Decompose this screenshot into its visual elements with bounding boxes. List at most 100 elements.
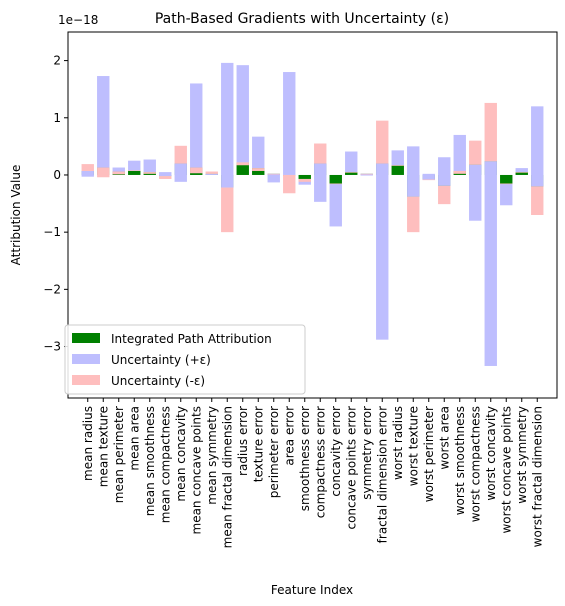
uncertainty-minus-bar [174, 145, 187, 164]
x-tick-label: fractal dimension error [375, 406, 389, 543]
x-tick-label: mean area [127, 406, 141, 471]
uncertainty-plus-bar [112, 167, 125, 172]
plot-frame [67, 31, 558, 399]
y-tick-label: −3 [43, 340, 61, 354]
x-tick-label: mean smoothness [143, 406, 157, 516]
uncertainty-plus-bar [422, 173, 435, 180]
y-tick-label: 0 [53, 168, 61, 182]
uncertainty-plus-bar [531, 106, 544, 187]
attribution-bar [500, 174, 513, 184]
x-tick-label: worst compactness [468, 406, 482, 522]
uncertainty-minus-bar [391, 165, 404, 166]
attribution-bar [515, 172, 528, 175]
x-tick-label: worst fractal dimension [530, 406, 544, 547]
y-axis: −3 −2 −1 0 1 2 [43, 54, 68, 354]
uncertainty-plus-bar [500, 183, 513, 206]
legend-swatch-uncertainty-minus [72, 375, 100, 385]
x-tick-label: worst area [437, 406, 451, 470]
uncertainty-plus-bar [81, 170, 94, 177]
x-tick-label: smoothness error [298, 406, 312, 511]
attribution-bar [329, 174, 342, 184]
y-scale-label: 1e−18 [58, 13, 98, 27]
legend-swatch-attribution [72, 333, 100, 343]
x-tick-label: worst smoothness [453, 406, 467, 515]
x-tick-label: concave points error [344, 406, 358, 530]
uncertainty-minus-bar [314, 143, 327, 164]
x-tick-label: concavity error [329, 406, 343, 497]
x-tick-label: mean compactness [158, 406, 172, 523]
uncertainty-minus-bar [376, 120, 389, 164]
uncertainty-plus-bar [205, 173, 218, 175]
uncertainty-minus-bar [252, 168, 265, 171]
uncertainty-plus-bar [174, 163, 187, 182]
uncertainty-plus-bar [469, 164, 482, 221]
x-tick-label: mean radius [81, 406, 95, 481]
attribution-bar [252, 168, 265, 175]
y-tick-label: 2 [53, 54, 61, 68]
uncertainty-minus-bar [236, 162, 249, 166]
uncertainty-minus-bar [97, 167, 110, 178]
uncertainty-plus-bar [190, 83, 203, 168]
uncertainty-plus-bar [345, 151, 358, 173]
x-tick-label: radius error [236, 406, 250, 476]
uncertainty-minus-bar [407, 196, 420, 233]
uncertainty-minus-bar [515, 172, 528, 173]
uncertainty-plus-bar [283, 72, 296, 175]
attribution-bar [391, 165, 404, 175]
uncertainty-plus-bar [484, 161, 497, 366]
legend: Integrated Path Attribution Uncertainty … [64, 324, 306, 395]
x-tick-label: mean concavity [174, 406, 188, 502]
uncertainty-minus-bar [484, 102, 497, 162]
x-tick-label: texture error [251, 406, 265, 482]
uncertainty-plus-bar [221, 62, 234, 188]
uncertainty-plus-bar [360, 173, 373, 176]
uncertainty-minus-bar [422, 179, 435, 181]
uncertainty-minus-bar [453, 170, 466, 174]
x-tick-label: mean concave points [189, 406, 203, 535]
uncertainty-minus-bar [438, 185, 451, 205]
uncertainty-minus-bar [190, 167, 203, 174]
y-axis-label: Attribution Value [9, 165, 23, 266]
uncertainty-minus-bar [128, 170, 141, 171]
x-tick-label: worst texture [406, 406, 420, 486]
legend-label-uncertainty-plus: Uncertainty (+ε) [111, 353, 211, 367]
x-tick-label: worst symmetry [515, 406, 529, 504]
uncertainty-minus-bar [531, 186, 544, 215]
x-axis: mean radius mean texture mean perimeter mea… [81, 398, 544, 548]
x-tick-label: mean symmetry [205, 406, 219, 505]
x-tick-label: mean texture [96, 406, 110, 487]
uncertainty-plus-bar [143, 159, 156, 173]
uncertainty-plus-bar [128, 160, 141, 171]
uncertainty-minus-bar [469, 140, 482, 165]
x-tick-label: mean perimeter [112, 406, 126, 503]
uncertainty-plus-bar [453, 134, 466, 171]
attribution-bar [236, 162, 249, 175]
legend-box [64, 324, 306, 395]
uncertainty-minus-bar [143, 172, 156, 174]
uncertainty-plus-bar [314, 163, 327, 202]
uncertainty-plus-bar [267, 173, 280, 183]
uncertainty-minus-bar [112, 171, 125, 175]
uncertainty-minus-bar [329, 183, 342, 185]
x-tick-label: mean fractal dimension [220, 406, 234, 548]
uncertainty-plus-bar [391, 150, 404, 166]
legend-swatch-uncertainty-plus [72, 354, 100, 364]
uncertainty-plus-bar [407, 146, 420, 197]
legend-label-uncertainty-minus: Uncertainty (-ε) [111, 374, 205, 388]
x-tick-label: worst perimeter [422, 406, 436, 502]
uncertainty-minus-bar [81, 164, 94, 171]
uncertainty-plus-bar [236, 65, 249, 163]
chart-title: Path-Based Gradients with Uncertainty (ε… [155, 11, 449, 27]
uncertainty-minus-bar [267, 173, 280, 175]
x-tick-label: perimeter error [267, 406, 281, 498]
x-tick-label: worst concave points [499, 406, 513, 534]
uncertainty-minus-bar [500, 183, 513, 185]
uncertainty-plus-bar [97, 76, 110, 168]
x-axis-label: Feature Index [271, 583, 353, 597]
y-tick-label: 1 [53, 111, 61, 125]
uncertainty-minus-bar [298, 178, 311, 182]
y-tick-label: −1 [43, 225, 61, 239]
x-tick-label: area error [282, 406, 296, 466]
plot-area [81, 62, 544, 366]
